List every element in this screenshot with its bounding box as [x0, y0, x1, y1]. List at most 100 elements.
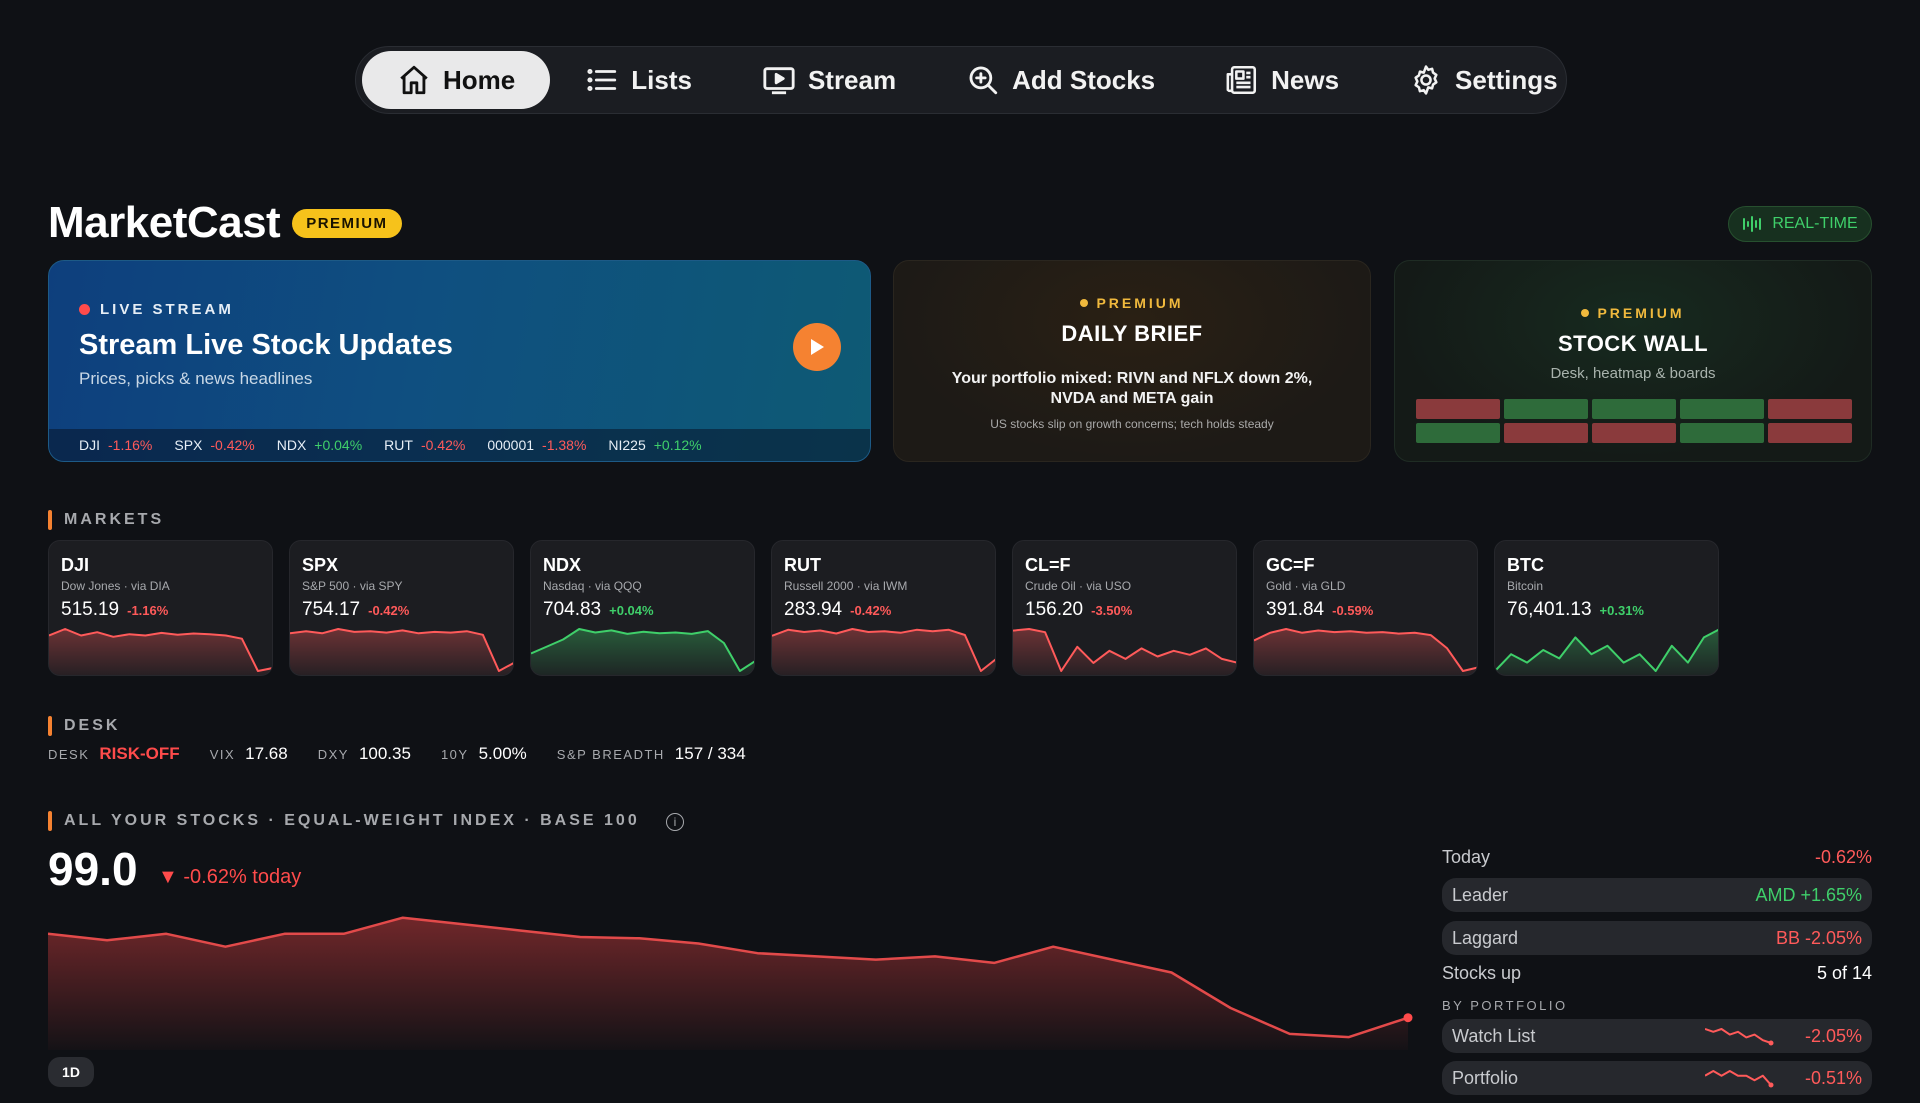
ticker-change: -1.16% [108, 437, 153, 453]
tile-description: Gold · via GLD [1266, 579, 1346, 593]
nav-home-label: Home [443, 64, 516, 95]
top-nav: Home Lists Stream Add Stocks News Settin… [355, 46, 1567, 114]
wall-subtitle: Desk, heatmap & boards [1550, 365, 1716, 382]
index-section-label: ALL YOUR STOCKS · EQUAL-WEIGHT INDEX · B… [48, 811, 640, 831]
market-tile-rut[interactable]: RUT Russell 2000 · via IWM 283.94 -0.42% [771, 540, 996, 676]
tile-price: 704.83 [543, 599, 602, 620]
ticker-symbol: 000001 [487, 437, 535, 453]
portfolio-row[interactable]: Watch List -2.05% [1442, 1019, 1872, 1053]
tile-price: 283.94 [784, 599, 843, 620]
desk-item-label: 10Y [440, 747, 469, 762]
info-icon[interactable]: i [666, 813, 684, 831]
daily-brief-card[interactable]: PREMIUM DAILY BRIEF Your portfolio mixed… [893, 260, 1371, 462]
sparkline-end-point [1768, 1040, 1774, 1046]
tile-description: Bitcoin [1507, 579, 1544, 593]
stat-leader-value: AMD +1.65% [1755, 884, 1862, 905]
sparkline [1704, 1028, 1772, 1044]
sparkline [1495, 628, 1718, 672]
ticker-change: +0.04% [314, 437, 363, 453]
tile-price-row: 283.94 -0.42% [784, 599, 891, 621]
sparkline [49, 628, 272, 672]
heatmap-cell [1504, 399, 1588, 419]
market-tile-btc[interactable]: BTC Bitcoin 76,401.13 +0.31% [1494, 540, 1719, 676]
sparkline-area [531, 629, 754, 675]
tile-sparkline [531, 628, 754, 675]
tile-price-row: 754.17 -0.42% [302, 599, 409, 621]
heatmap-cell [1680, 399, 1764, 419]
portfolio-sparkline [1704, 1028, 1774, 1046]
play-icon [811, 339, 824, 355]
live-eyebrow: LIVE STREAM [79, 301, 234, 318]
tile-sparkline [1495, 628, 1718, 675]
sparkline-area [290, 629, 513, 675]
sparkline-end-point [1768, 1082, 1774, 1088]
tile-change: -3.50% [1091, 603, 1133, 618]
tile-price-row: 391.84 -0.59% [1266, 599, 1373, 621]
nav-settings[interactable]: Settings [1374, 51, 1593, 109]
nav-news[interactable]: News [1190, 51, 1374, 109]
tile-symbol: CL=F [1025, 555, 1071, 575]
stat-up-label: Stocks up [1442, 962, 1522, 983]
live-stream-card[interactable]: LIVE STREAM Stream Live Stock Updates Pr… [48, 260, 871, 462]
desk-item-label: VIX [209, 747, 236, 762]
tile-change: +0.31% [1599, 603, 1644, 618]
desk-section-label: DESK [48, 716, 120, 736]
ticker-symbol: RUT [384, 437, 413, 453]
range-1d-button[interactable]: 1D [48, 1057, 94, 1087]
tile-price-row: 156.20 -3.50% [1025, 599, 1132, 621]
tile-price: 391.84 [1266, 599, 1325, 620]
stat-laggard-value: BB -2.05% [1775, 927, 1862, 948]
ticker-symbol: NDX [276, 437, 307, 453]
portfolio-sparkline [1704, 1070, 1774, 1088]
market-tile-ndx[interactable]: NDX Nasdaq · via QQQ 704.83 +0.04% [530, 540, 755, 676]
premium-dot [1581, 309, 1590, 317]
desk-item-label: DXY [317, 747, 349, 762]
nav-lists[interactable]: Lists [550, 51, 727, 109]
sparkline [1254, 628, 1477, 672]
portfolio-row[interactable]: Portfolio -0.51% [1442, 1061, 1872, 1095]
desk-item-value: 100.35 [358, 744, 411, 763]
ticker-symbol: DJI [79, 437, 100, 453]
nav-settings-label: Settings [1455, 64, 1558, 95]
heatmap-cell [1768, 399, 1852, 419]
nav-add-stocks[interactable]: Add Stocks [931, 51, 1190, 109]
tile-change: +0.04% [609, 603, 654, 618]
ticker-item: RUT -0.42% [384, 437, 465, 453]
tile-sparkline [1013, 628, 1236, 675]
brand-header: MarketCast PREMIUM [48, 198, 402, 248]
heatmap-cell [1592, 399, 1676, 419]
ticker-change: -1.38% [542, 437, 587, 453]
market-tile-dji[interactable]: DJI Dow Jones · via DIA 515.19 -1.16% [48, 540, 273, 676]
tile-description: Crude Oil · via USO [1025, 579, 1132, 593]
by-portfolio-label: BY PORTFOLIO [1442, 998, 1568, 1013]
nav-stream[interactable]: Stream [727, 51, 931, 109]
sparkline [290, 628, 513, 672]
tile-sparkline [290, 628, 513, 675]
heatmap-cell [1592, 423, 1676, 443]
realtime-badge[interactable]: REAL-TIME [1728, 206, 1872, 242]
premium-dot [1080, 299, 1089, 307]
tile-price: 754.17 [302, 599, 361, 620]
ticker-item: NI225 +0.12% [608, 437, 701, 453]
sparkline-area [1013, 629, 1236, 675]
stock-wall-card[interactable]: PREMIUM STOCK WALL Desk, heatmap & board… [1394, 260, 1872, 462]
stat-leader-label: Leader [1452, 884, 1509, 905]
brief-sub: US stocks slip on growth concerns; tech … [990, 417, 1274, 431]
desk-item: DESK RISK-OFF [48, 744, 180, 764]
stat-laggard-label: Laggard [1452, 927, 1519, 948]
realtime-label: REAL-TIME [1772, 215, 1858, 232]
nav-home[interactable]: Home [362, 51, 551, 109]
stat-leader[interactable]: Leader AMD +1.65% [1442, 878, 1872, 912]
tile-description: S&P 500 · via SPY [302, 579, 403, 593]
market-tile-gcf[interactable]: GC=F Gold · via GLD 391.84 -0.59% [1253, 540, 1478, 676]
ticker-item: NDX +0.04% [277, 437, 362, 453]
tile-sparkline [49, 628, 272, 675]
market-tile-spx[interactable]: SPX S&P 500 · via SPY 754.17 -0.42% [289, 540, 514, 676]
tile-change: -0.42% [850, 603, 892, 618]
wall-eyebrow-label: PREMIUM [1597, 305, 1685, 321]
play-button[interactable] [793, 323, 841, 371]
sparkline-area [1495, 630, 1718, 675]
tile-symbol: DJI [61, 555, 90, 575]
stat-laggard[interactable]: Laggard BB -2.05% [1442, 921, 1872, 955]
market-tile-clf[interactable]: CL=F Crude Oil · via USO 156.20 -3.50% [1012, 540, 1237, 676]
